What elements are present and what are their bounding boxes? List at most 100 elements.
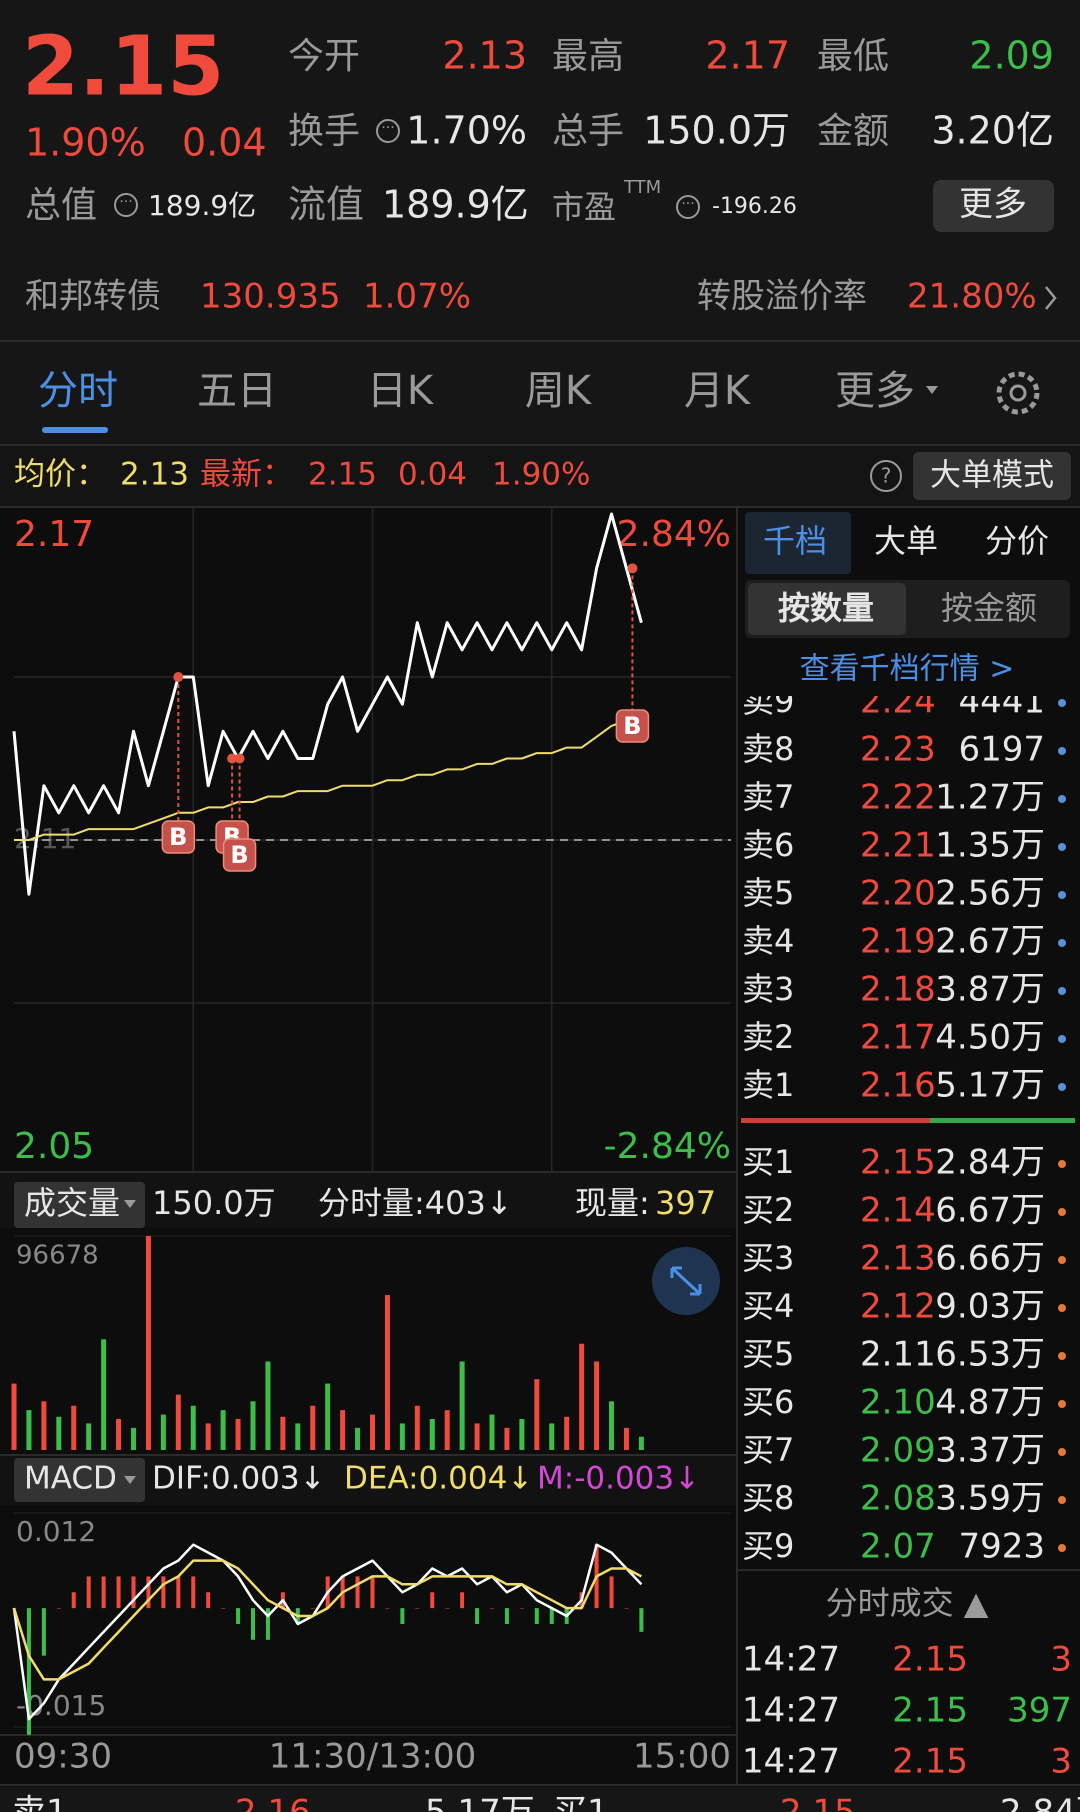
book-dot (1058, 1304, 1066, 1312)
trade-time: 14:27 (742, 1742, 840, 1782)
chevron (1045, 286, 1057, 310)
macd-bar (475, 1608, 480, 1624)
book-dot (1058, 1448, 1066, 1456)
volume-bar (579, 1343, 585, 1450)
macd-bar (161, 1576, 166, 1609)
macd-bar (624, 1608, 629, 1609)
book-dot (1058, 1035, 1066, 1043)
book-divider-bid (930, 1118, 1075, 1123)
book-label: 卖7 (742, 778, 794, 816)
x-tick-label: 15:00 (633, 1737, 731, 1777)
mode-button-label[interactable]: 大单模式 (930, 458, 1054, 494)
current-label: 现量: (575, 1184, 650, 1222)
book-volume: 2.56万 (935, 874, 1045, 914)
macd-bar (86, 1576, 91, 1609)
book-label: 卖6 (742, 826, 794, 864)
stat-label: 市盈 (552, 188, 616, 226)
stat-value: 150.0万 (643, 109, 790, 153)
volume-bar (444, 1410, 450, 1450)
volume-bar (56, 1416, 62, 1450)
tab[interactable]: 月K (684, 368, 752, 414)
m-label: M:-0.003↓ (537, 1461, 700, 1497)
stat-value: 3.20亿 (931, 109, 1054, 153)
book-dot (1058, 1160, 1066, 1168)
more-button[interactable] (933, 180, 1054, 232)
tab[interactable]: 更多 (835, 368, 915, 414)
book-divider-ask (741, 1118, 930, 1123)
header-bg (0, 0, 1080, 445)
volume-selector[interactable] (14, 1182, 145, 1228)
footer-volume: 2.84万 (1000, 1793, 1080, 1812)
trades-title[interactable]: 分时成交 ▲ (826, 1584, 989, 1622)
dropdown-caret (124, 1200, 136, 1208)
mode-toggle-active (748, 583, 906, 635)
marker-badge (161, 820, 196, 854)
settings-icon[interactable] (996, 371, 1040, 415)
book-dot (1058, 1400, 1066, 1408)
volume-bar (116, 1419, 122, 1450)
book-label: 买7 (742, 1431, 794, 1469)
price: 2.15 (22, 19, 224, 114)
macd-bar (176, 1576, 181, 1609)
current-value: 397 (655, 1184, 716, 1222)
macd-bar (430, 1592, 435, 1609)
stat-label: 今开 (288, 36, 360, 77)
book-dot (1058, 1544, 1066, 1552)
stat-value: 1.70% (406, 109, 527, 153)
macd-selector-label[interactable]: MACD (24, 1461, 117, 1497)
dea-label: DEA:0.004↓ (344, 1461, 533, 1497)
book-tab[interactable]: 千档 (763, 522, 827, 560)
book-label: 买2 (742, 1191, 794, 1229)
mode-button[interactable] (913, 452, 1071, 500)
stat-label: 换手 (288, 111, 360, 152)
trade-time: 14:27 (742, 1640, 840, 1680)
stat-value: 2.13 (442, 34, 527, 78)
mode-option[interactable]: 按数量 (778, 589, 874, 627)
macd-bar (460, 1592, 465, 1609)
book-tab[interactable]: 分价 (985, 522, 1049, 560)
stat-label: 最高 (552, 36, 624, 77)
bond-name: 和邦转债 (25, 277, 161, 317)
x-tick-label: 09:30 (14, 1737, 112, 1777)
book-label: 卖2 (742, 1018, 794, 1056)
dropdown-caret (124, 1476, 136, 1484)
book-volume: 4.87万 (935, 1383, 1045, 1423)
volume-bar (86, 1423, 92, 1450)
footer-bg (0, 1787, 1080, 1812)
tab[interactable]: 五日 (197, 368, 277, 414)
volume-selector-label[interactable]: 成交量 (24, 1184, 120, 1222)
macd-line (12, 1543, 643, 1721)
book-volume: 9.03万 (935, 1287, 1045, 1327)
book-volume: 3.59万 (935, 1479, 1045, 1519)
separators (0, 340, 1080, 1786)
volume-bar (414, 1405, 420, 1450)
y-tick-label: 0.012 (16, 1515, 96, 1548)
trade-price: 2.15 (892, 1742, 968, 1782)
stat-label: 金额 (817, 111, 889, 152)
trade-time: 14:27 (742, 1691, 840, 1731)
book-dot (1058, 1256, 1066, 1264)
help-icon-mark: ? (881, 464, 892, 488)
book-label: 买9 (742, 1527, 794, 1565)
macd-bar (251, 1608, 255, 1640)
trade-volume: 3 (1050, 1742, 1072, 1782)
macd-selector[interactable] (14, 1458, 145, 1502)
tab[interactable]: 分时 (38, 368, 118, 414)
tab[interactable]: 周K (525, 368, 593, 414)
more-button-label[interactable]: 更多 (959, 185, 1027, 225)
volume-bar (131, 1427, 136, 1450)
volume-bar (325, 1383, 331, 1450)
macd-bar (206, 1592, 211, 1609)
book-price: 2.16 (860, 1066, 936, 1106)
tab[interactable]: 日K (367, 368, 435, 414)
book-tab[interactable]: 大单 (874, 522, 938, 560)
info-icon (376, 119, 400, 143)
book-link[interactable]: 查看千档行情 > (800, 652, 1015, 687)
mode-option[interactable]: 按金额 (941, 589, 1037, 627)
help-icon[interactable] (870, 460, 902, 492)
volume-bar (429, 1419, 435, 1450)
volume-bar (265, 1361, 271, 1450)
